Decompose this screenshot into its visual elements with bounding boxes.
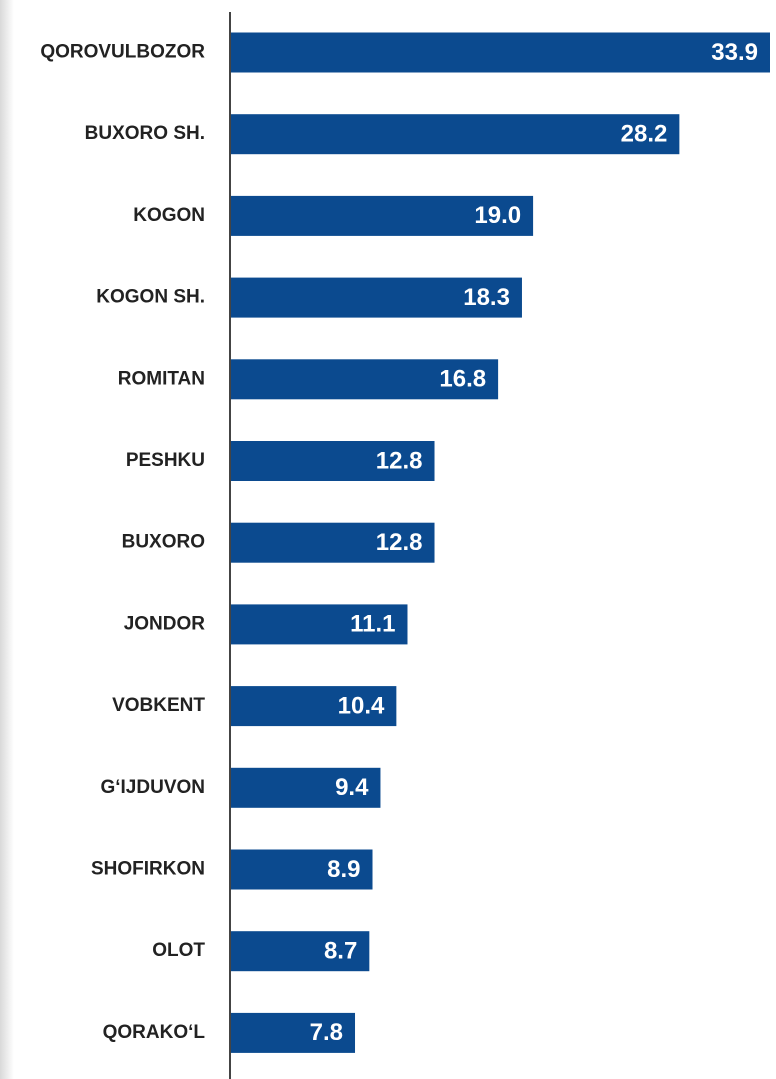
- bar: [231, 33, 770, 73]
- category-label: PESHKU: [126, 450, 205, 471]
- category-label: BUXORO: [122, 532, 205, 553]
- value-label: 7.8: [310, 1019, 343, 1046]
- category-label: ROMITAN: [118, 368, 205, 389]
- category-label: G‘IJDUVON: [100, 777, 205, 798]
- value-label: 16.8: [439, 366, 486, 393]
- category-label: JONDOR: [124, 613, 206, 634]
- value-label: 28.2: [621, 121, 668, 148]
- category-label: BUXORO SH.: [85, 123, 205, 144]
- value-label: 8.9: [327, 856, 360, 883]
- category-label: KOGON: [133, 205, 205, 226]
- category-label: KOGON SH.: [96, 287, 205, 308]
- value-label: 33.9: [711, 39, 758, 66]
- value-label: 12.8: [376, 529, 423, 556]
- bar: [231, 114, 679, 154]
- value-label: 8.7: [324, 938, 357, 965]
- category-label: OLOT: [152, 940, 205, 961]
- category-label: QORAKO‘L: [103, 1022, 206, 1043]
- category-label: SHOFIRKON: [91, 859, 205, 880]
- value-label: 10.4: [338, 692, 385, 719]
- category-label: QOROVULBOZOR: [40, 42, 205, 63]
- value-label: 9.4: [335, 774, 369, 801]
- value-label: 12.8: [376, 447, 423, 474]
- value-label: 11.1: [350, 611, 395, 638]
- value-label: 18.3: [463, 284, 510, 311]
- value-label: 19.0: [474, 202, 521, 229]
- category-label: VOBKENT: [112, 695, 205, 716]
